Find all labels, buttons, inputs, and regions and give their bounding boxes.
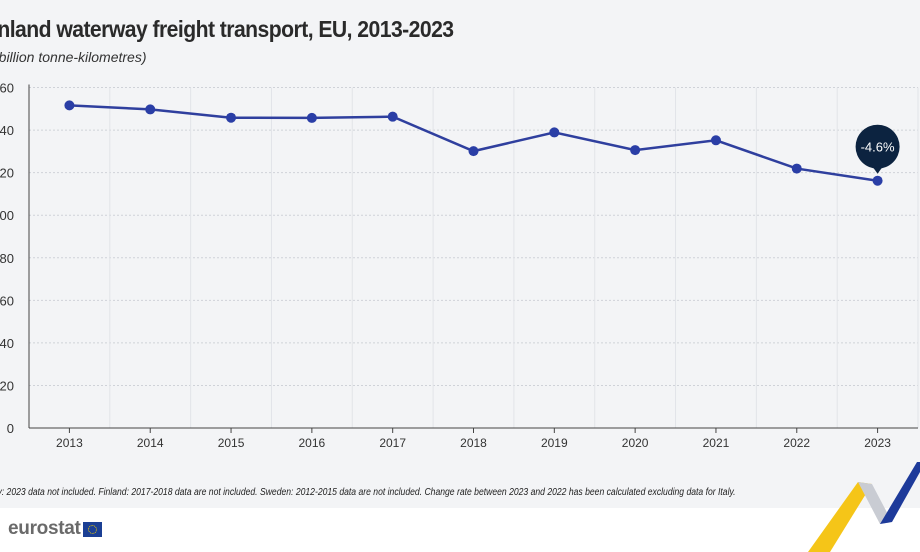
x-tick-label: 2023 (864, 436, 891, 450)
data-point-2019 (549, 127, 560, 138)
y-tick-label: 140 (0, 123, 14, 138)
data-point-2023 (872, 175, 883, 186)
data-point-2020 (630, 145, 641, 156)
y-tick-label: 0 (7, 421, 14, 436)
data-point-2013 (64, 100, 75, 111)
data-point-2021 (710, 135, 721, 146)
y-tick-label: 80 (0, 251, 14, 266)
x-tick-label: 2013 (56, 436, 83, 450)
annotation-label: -4.6% (861, 140, 895, 155)
y-tick-label: 100 (0, 208, 14, 223)
data-point-2015 (226, 112, 237, 123)
data-point-2017 (387, 111, 398, 122)
footnote: Italy: 2023 data not included. Finland: … (0, 487, 736, 498)
eu-flag-icon (82, 521, 102, 537)
data-point-2014 (145, 104, 156, 115)
annotation-bubble (855, 124, 900, 169)
chart-panel (0, 0, 920, 508)
data-point-2016 (306, 112, 317, 123)
y-tick-label: 160 (0, 81, 14, 96)
y-tick-label: 60 (0, 293, 14, 308)
decorative-stripes (808, 462, 920, 552)
annotation-pointer (872, 166, 883, 174)
chart-title: Inland waterway freight transport, EU, 2… (0, 16, 454, 42)
data-point-2018 (468, 146, 479, 157)
x-tick-label: 2020 (622, 436, 649, 450)
x-tick-label: 2014 (137, 436, 164, 450)
x-tick-label: 2015 (218, 436, 245, 450)
y-tick-label: 40 (0, 336, 14, 351)
x-tick-label: 2017 (379, 436, 406, 450)
logo-text: eurostat (8, 518, 81, 539)
x-tick-label: 2018 (460, 436, 487, 450)
line-chart: 0 20 40 60 80 100 120 140 160 2013 2014 2015 2016 201… (0, 81, 919, 450)
data-point-2022 (791, 163, 802, 174)
x-tick-label: 2021 (703, 436, 730, 450)
x-tick-label: 2016 (299, 436, 326, 450)
y-tick-label: 120 (0, 166, 14, 181)
chart-subtitle: (billion tonne-kilometres) (0, 49, 147, 65)
y-tick-label: 20 (0, 378, 14, 393)
x-tick-label: 2022 (783, 436, 810, 450)
x-tick-label: 2019 (541, 436, 568, 450)
eurostat-logo: eurostat (8, 518, 102, 540)
